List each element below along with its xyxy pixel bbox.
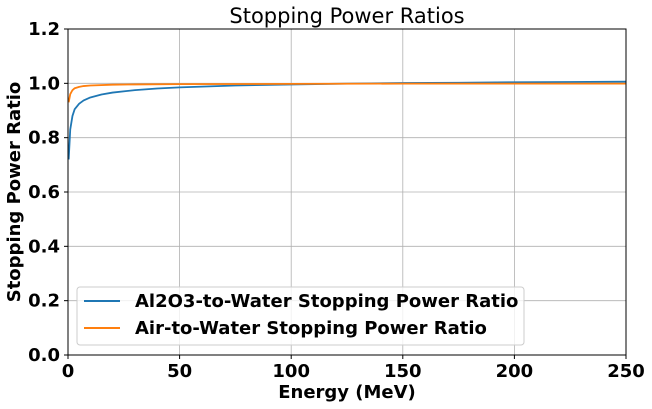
y-tick-label: 0.8 xyxy=(28,128,60,149)
y-tick-label: 0.2 xyxy=(28,291,60,312)
legend-label-al2o3: Al2O3-to-Water Stopping Power Ratio xyxy=(135,291,518,312)
y-tick-label: 0.0 xyxy=(28,345,60,366)
legend-box xyxy=(76,286,525,346)
x-tick-label: 0 xyxy=(62,361,75,382)
series-layer xyxy=(67,80,627,160)
chart-title: Stopping Power Ratios xyxy=(229,4,464,28)
y-tick-label: 0.6 xyxy=(28,182,60,203)
x-axis-label: Energy (MeV) xyxy=(278,382,416,403)
x-tick-label: 250 xyxy=(607,361,645,382)
y-tick-label: 0.4 xyxy=(28,236,60,257)
series-line-0 xyxy=(67,80,627,160)
x-tick-label: 150 xyxy=(384,361,422,382)
y-tick-label: 1.2 xyxy=(28,19,60,40)
tick-layer: 0 50 100 150 200 250 0.0 0.2 0.4 0.6 0.8 1.0 1.2 xyxy=(28,19,645,382)
y-axis-label: Stopping Power Ratio xyxy=(4,82,25,303)
x-tick-label: 50 xyxy=(167,361,192,382)
y-tick-label: 1.0 xyxy=(28,73,60,94)
legend: Al2O3-to-Water Stopping Power Ratio Air-… xyxy=(76,286,525,346)
legend-label-air: Air-to-Water Stopping Power Ratio xyxy=(135,318,487,339)
x-tick-label: 200 xyxy=(496,361,534,382)
x-tick-label: 100 xyxy=(272,361,310,382)
series-line-1 xyxy=(67,82,626,103)
